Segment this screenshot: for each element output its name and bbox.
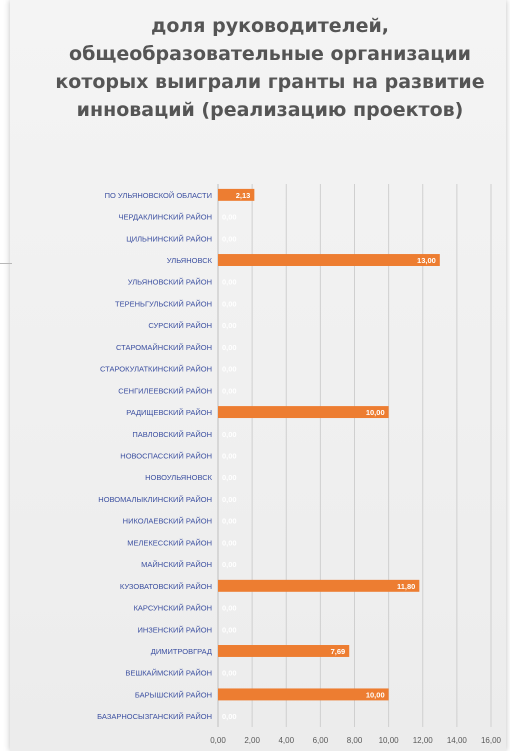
data-label: 0,00 [222, 430, 237, 439]
bar [218, 645, 350, 657]
data-label: 0,00 [222, 604, 237, 613]
data-label: 7,69 [331, 647, 346, 656]
category-label: МАЙНСКИЙ РАЙОН [141, 560, 212, 569]
chart-title: доля руководителей, общеобразовательные … [55, 15, 485, 121]
x-tick-label: 8,00 [347, 736, 363, 745]
category-label: НОВОУЛЬЯНОВСК [145, 473, 213, 482]
data-label: 2,13 [236, 191, 251, 200]
data-label: 0,00 [222, 669, 237, 678]
category-label: МЕЛЕКЕССКИЙ РАЙОН [127, 538, 212, 547]
category-label: НОВОМАЛЫКЛИНСКИЙ РАЙОН [98, 495, 212, 504]
x-tick-label: 6,00 [313, 736, 329, 745]
data-label: 0,00 [222, 234, 237, 243]
chart-panel [10, 0, 506, 751]
category-label: ЦИЛЬНИНСКИЙ РАЙОН [126, 234, 212, 243]
data-label: 0,00 [222, 517, 237, 526]
data-label: 0,00 [222, 625, 237, 634]
data-label: 0,00 [222, 299, 237, 308]
data-label: 0,00 [222, 386, 237, 395]
data-label: 11,80 [397, 582, 415, 591]
category-label: СЕНГИЛЕЕВСКИЙ РАЙОН [118, 386, 212, 395]
category-label: ЧЕРДАКЛИНСКИЙ РАЙОН [119, 213, 212, 222]
category-label: СТАРОКУЛАТКИНСКИЙ РАЙОН [100, 365, 212, 374]
category-label: БАЗАРНОСЫЗГАНСКИЙ РАЙОН [97, 712, 212, 721]
data-label: 0,00 [222, 560, 237, 569]
category-label: УЛЬЯНОВСКИЙ РАЙОН [128, 278, 212, 287]
category-label: СТАРОМАЙНСКИЙ РАЙОН [116, 343, 212, 352]
category-label: ДИМИТРОВГРАД [151, 647, 212, 656]
category-label: КАРСУНСКИЙ РАЙОН [134, 604, 212, 613]
data-label: 0,00 [222, 712, 237, 721]
data-label: 0,00 [222, 278, 237, 287]
bar [218, 188, 255, 201]
category-label: ИНЗЕНСКИЙ РАЙОН [137, 625, 212, 634]
x-tick-label: 10,00 [379, 736, 400, 745]
data-label: 0,00 [222, 321, 237, 330]
category-label: СУРСКИЙ РАЙОН [148, 321, 212, 330]
x-tick-label: 14,00 [447, 736, 468, 745]
category-label: УЛЬЯНОВСК [167, 256, 213, 265]
x-tick-label: 12,00 [413, 736, 434, 745]
category-label: ПАВЛОВСКИЙ РАЙОН [132, 430, 212, 439]
bar [218, 406, 389, 419]
category-label: НОВОСПАССКИЙ РАЙОН [120, 452, 212, 461]
bar [218, 688, 389, 701]
category-label: ТЕРЕНЬГУЛЬСКИЙ РАЙОН [115, 299, 212, 308]
x-tick-label: 4,00 [278, 736, 294, 745]
category-label: ПО УЛЬЯНОВСКОЙ ОБЛАСТИ [105, 191, 212, 200]
data-label: 13,00 [417, 256, 436, 265]
data-label: 0,00 [222, 538, 237, 547]
background-divider [0, 263, 12, 264]
x-tick-label: 16,00 [481, 736, 502, 745]
bar [218, 254, 440, 266]
x-tick-label: 2,00 [244, 736, 260, 745]
category-label: ВЕШКАЙМСКИЙ РАЙОН [125, 669, 212, 678]
category-label: РАДИЩЕВСКИЙ РАЙОН [126, 408, 212, 417]
bar [218, 579, 420, 592]
data-label: 0,00 [222, 213, 237, 222]
data-label: 0,00 [222, 365, 237, 374]
data-label: 10,00 [366, 690, 385, 699]
data-label: 0,00 [222, 452, 237, 461]
category-label: НИКОЛАЕВСКИЙ РАЙОН [123, 517, 212, 526]
category-label: БАРЫШСКИЙ РАЙОН [135, 690, 212, 699]
data-label: 0,00 [222, 495, 237, 504]
x-tick-label: 0,00 [210, 736, 226, 745]
data-label: 10,00 [366, 408, 385, 417]
category-label: КУЗОВАТОВСКИЙ РАЙОН [120, 582, 212, 591]
data-label: 0,00 [222, 343, 237, 352]
data-label: 0,00 [222, 473, 237, 482]
